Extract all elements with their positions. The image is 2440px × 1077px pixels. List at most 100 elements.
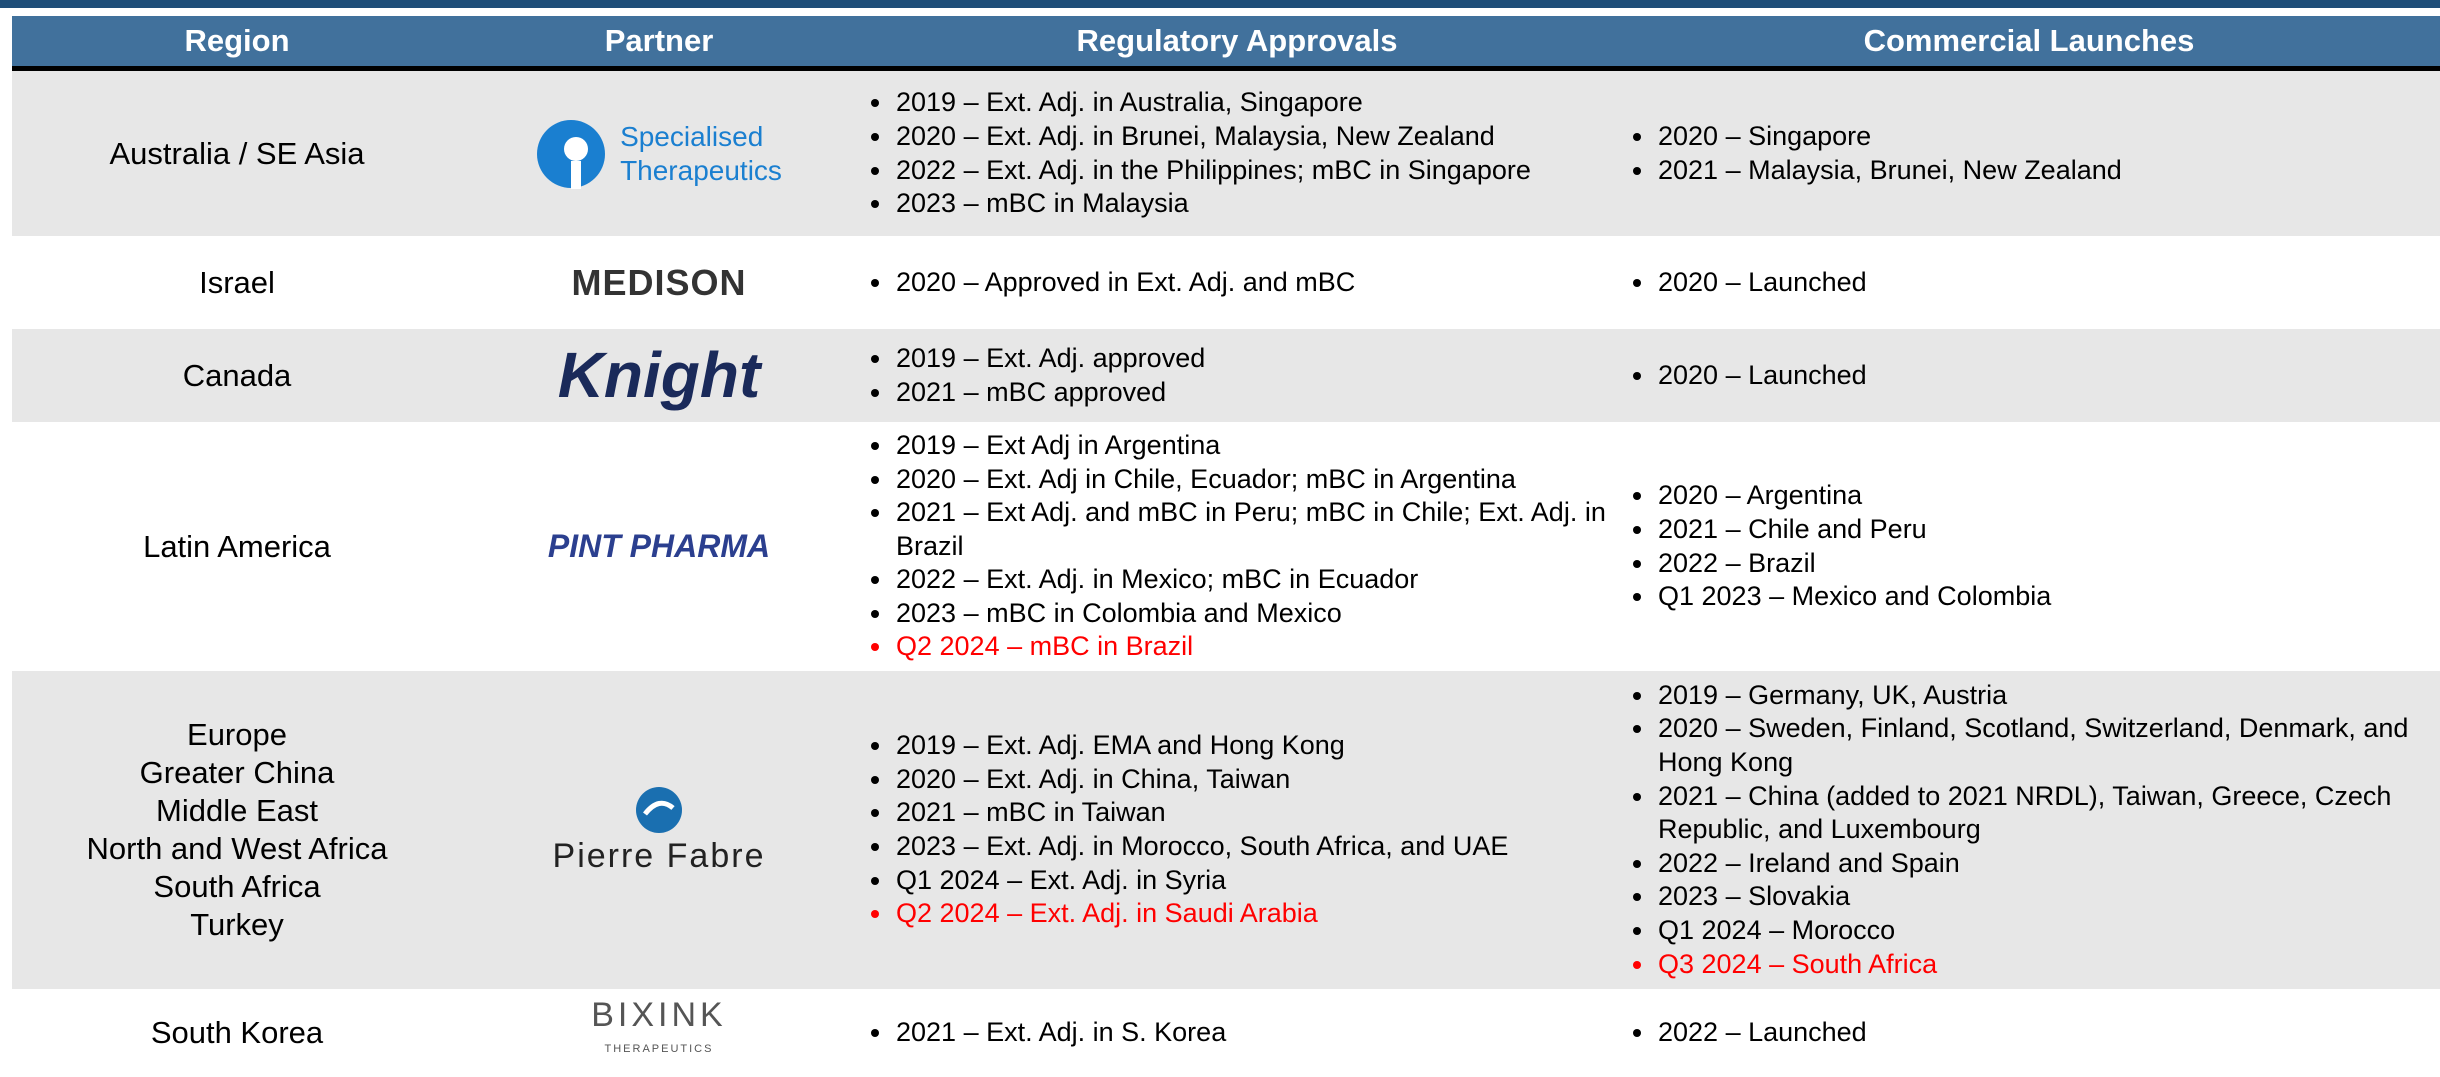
approvals-cell: 2019 – Ext. Adj. approved2021 – mBC appr… <box>856 329 1618 422</box>
partner-logo: Knight <box>558 343 761 406</box>
header-row: Region Partner Regulatory Approvals Comm… <box>12 16 2440 71</box>
launches-list: 2020 – Launched <box>1618 266 2440 300</box>
approvals-list: 2020 – Approved in Ext. Adj. and mBC <box>856 266 1618 300</box>
list-item: 2023 – mBC in Colombia and Mexico <box>894 597 1618 631</box>
table: Region Partner Regulatory Approvals Comm… <box>12 16 2440 1076</box>
partner-name: Therapeutics <box>620 154 782 186</box>
partner-cell: Specialised Therapeutics <box>462 71 856 236</box>
list-item: 2021 – Ext Adj. and mBC in Peru; mBC in … <box>894 496 1618 563</box>
list-item: 2022 – Brazil <box>1656 547 2440 581</box>
region-text: Canada <box>182 357 292 393</box>
list-item: 2022 – Launched <box>1656 1016 2440 1050</box>
list-item: 2022 – Ext. Adj. in the Philippines; mBC… <box>894 154 1618 188</box>
list-item: 2019 – Germany, UK, Austria <box>1656 679 2440 713</box>
list-item: 2020 – Singapore <box>1656 120 2440 154</box>
region-cell: Australia / SE Asia <box>12 71 462 236</box>
partner-name: Pierre Fabre <box>552 837 766 876</box>
launches-cell: 2020 – Launched <box>1618 236 2440 329</box>
approvals-list: 2019 – Ext. Adj. approved2021 – mBC appr… <box>856 342 1618 409</box>
table-row: Latin America PINT PHARMA 2019 – Ext Adj i… <box>12 422 2440 671</box>
partner-name: THERAPEUTICS <box>604 1042 714 1055</box>
logo-icon <box>537 119 606 189</box>
approvals-list: 2019 – Ext. Adj. in Australia, Singapore… <box>856 86 1618 220</box>
partner-logo: PINT PHARMA <box>547 527 771 564</box>
list-item: 2020 – Launched <box>1656 359 2440 393</box>
approvals-cell: 2019 – Ext Adj in Argentina2020 – Ext. A… <box>856 422 1618 671</box>
list-item: 2019 – Ext Adj in Argentina <box>894 429 1618 463</box>
list-item: 2020 – Sweden, Finland, Scotland, Switze… <box>1656 712 2440 779</box>
list-item: Q1 2024 – Ext. Adj. in Syria <box>894 864 1618 898</box>
list-item: Q2 2024 – Ext. Adj. in Saudi Arabia <box>894 897 1618 931</box>
region-text: South Korea <box>150 1014 324 1050</box>
list-item: 2019 – Ext. Adj. in Australia, Singapore <box>894 86 1618 120</box>
header-cell: Partner <box>604 23 714 58</box>
partner-cell: MEDISON <box>462 236 856 329</box>
list-item: Q3 2024 – South Africa <box>1656 948 2440 982</box>
approvals-list: 2019 – Ext. Adj. EMA and Hong Kong2020 –… <box>856 729 1618 931</box>
launches-cell: 2020 – Singapore2021 – Malaysia, Brunei,… <box>1618 71 2440 236</box>
launches-cell: 2022 – Launched <box>1618 989 2440 1076</box>
list-item: 2020 – Launched <box>1656 266 2440 300</box>
list-item: 2021 – mBC in Taiwan <box>894 796 1618 830</box>
region-text: South Africa <box>153 869 321 904</box>
list-item: 2020 – Ext. Adj. in China, Taiwan <box>894 763 1618 797</box>
table-row: Israel MEDISON 2020 – Approved in Ext. Adj… <box>12 236 2440 329</box>
launches-list: 2020 – Launched <box>1618 359 2440 393</box>
partner-logo: BIXINK THERAPEUTICS <box>591 995 727 1066</box>
logo-icon <box>636 787 682 834</box>
table-row: Australia / SE Asia Specialised Therapeuti… <box>12 71 2440 236</box>
launches-list: 2020 – Argentina2021 – Chile and Peru202… <box>1618 479 2440 613</box>
region-text: Latin America <box>143 528 331 564</box>
list-item: 2023 – mBC in Malaysia <box>894 187 1618 221</box>
list-item: 2021 – Malaysia, Brunei, New Zealand <box>1656 154 2440 188</box>
list-item: Q2 2024 – mBC in Brazil <box>894 630 1618 664</box>
list-item: 2021 – China (added to 2021 NRDL), Taiwa… <box>1656 780 2440 847</box>
region-text: North and West Africa <box>86 831 388 866</box>
top-bar <box>0 0 2440 8</box>
partner-logo: Pierre Fabre <box>553 786 766 874</box>
table-row: CanadaKnight2019 – Ext. Adj. approved202… <box>12 329 2440 422</box>
header-cell: Commercial Launches <box>1863 23 2195 58</box>
list-item: 2022 – Ireland and Spain <box>1656 847 2440 881</box>
partner-name: PINT PHARMA <box>547 527 771 564</box>
list-item: 2020 – Ext. Adj. in Brunei, Malaysia, Ne… <box>894 120 1618 154</box>
region-text: Greater China <box>139 755 335 790</box>
table-body: Australia / SE Asia Specialised Therapeuti… <box>12 71 2440 1076</box>
list-item: 2023 – Slovakia <box>1656 880 2440 914</box>
list-item: 2019 – Ext. Adj. approved <box>894 342 1618 376</box>
partner-logo: Specialised Therapeutics <box>536 109 782 199</box>
list-item: 2020 – Ext. Adj in Chile, Ecuador; mBC i… <box>894 463 1618 497</box>
region-cell: Europe Greater China Middle East North and … <box>12 671 462 989</box>
list-item: 2021 – Chile and Peru <box>1656 513 2440 547</box>
region-cell: Canada <box>12 329 462 422</box>
region-text: Europe <box>187 717 287 752</box>
table-row: Europe Greater China Middle East North and … <box>12 671 2440 989</box>
launches-list: 2022 – Launched <box>1618 1016 2440 1050</box>
list-item: Q1 2023 – Mexico and Colombia <box>1656 580 2440 614</box>
region-text: Turkey <box>190 907 284 942</box>
logo-text: Pierre Fabre <box>552 837 766 876</box>
list-item: Q1 2024 – Morocco <box>1656 914 2440 948</box>
logo-text: Knight <box>558 343 761 406</box>
approvals-cell: 2020 – Approved in Ext. Adj. and mBC <box>856 236 1618 329</box>
partner-logo: MEDISON <box>571 261 747 303</box>
logo-text: BIXINK THERAPEUTICS <box>591 995 727 1066</box>
region-cell: South Korea <box>12 989 462 1076</box>
list-item: 2020 – Approved in Ext. Adj. and mBC <box>894 266 1618 300</box>
launches-list: 2019 – Germany, UK, Austria2020 – Sweden… <box>1618 679 2440 981</box>
header-cell: Regulatory Approvals <box>1076 23 1398 58</box>
launches-cell: 2019 – Germany, UK, Austria2020 – Sweden… <box>1618 671 2440 989</box>
approvals-list: 2019 – Ext Adj in Argentina2020 – Ext. A… <box>856 429 1618 664</box>
partner-name: BIXINK <box>591 995 727 1034</box>
approvals-cell: 2021 – Ext. Adj. in S. Korea <box>856 989 1618 1076</box>
list-item: 2019 – Ext. Adj. EMA and Hong Kong <box>894 729 1618 763</box>
launches-cell: 2020 – Argentina2021 – Chile and Peru202… <box>1618 422 2440 671</box>
list-item: 2021 – Ext. Adj. in S. Korea <box>894 1016 1618 1050</box>
header-cell: Region <box>184 23 290 58</box>
table-row: South Korea BIXINK THERAPEUTICS 2021 – Ext.… <box>12 989 2440 1076</box>
region-cell: Israel <box>12 236 462 329</box>
region-cell: Latin America <box>12 422 462 671</box>
partner-name: MEDISON <box>571 261 747 303</box>
partner-cell: BIXINK THERAPEUTICS <box>462 989 856 1076</box>
